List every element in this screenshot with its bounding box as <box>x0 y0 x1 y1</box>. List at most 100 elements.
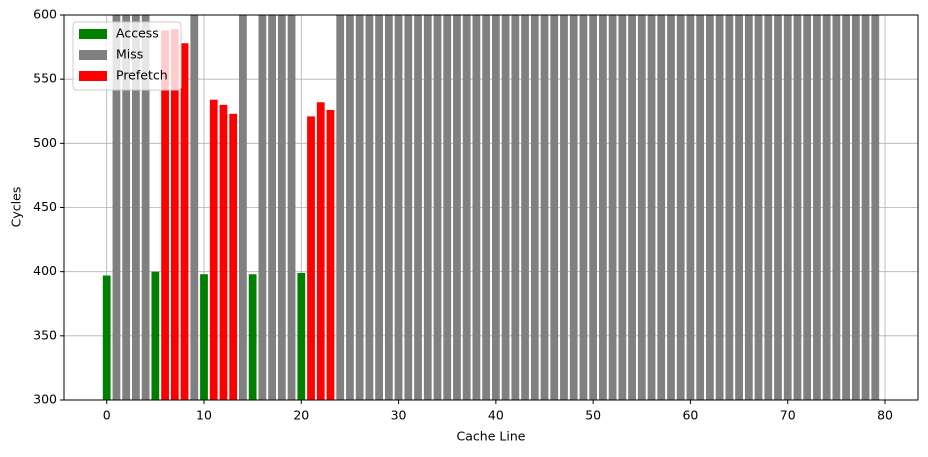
bar <box>219 104 228 400</box>
x-tick-label: 50 <box>585 408 601 423</box>
bar <box>200 274 208 400</box>
bar <box>667 15 675 400</box>
bar <box>209 99 218 400</box>
bar <box>122 15 131 400</box>
x-tick-label: 0 <box>103 408 111 423</box>
bar <box>783 15 792 400</box>
bar <box>530 15 539 400</box>
bar <box>151 271 160 400</box>
bar <box>608 15 617 400</box>
bar <box>793 15 802 400</box>
bar <box>521 15 529 400</box>
bar <box>453 15 461 400</box>
bar <box>462 15 471 400</box>
legend-swatch <box>79 29 107 39</box>
x-tick-label: 10 <box>196 408 212 423</box>
bar <box>112 15 121 400</box>
bar <box>297 272 306 400</box>
bar <box>394 15 403 400</box>
bar <box>598 15 607 400</box>
bar <box>842 15 850 400</box>
bar <box>676 15 685 400</box>
y-tick-label: 300 <box>33 392 57 407</box>
bar <box>307 116 315 400</box>
bar <box>803 15 812 400</box>
bar <box>180 43 189 400</box>
bar <box>365 15 374 400</box>
y-tick-label: 550 <box>33 71 57 86</box>
bar <box>550 15 559 400</box>
bar <box>822 15 831 400</box>
x-tick-label: 60 <box>682 408 698 423</box>
x-tick-label: 20 <box>293 408 309 423</box>
bar <box>423 15 432 400</box>
bar <box>706 15 714 400</box>
bar <box>764 15 773 400</box>
legend-label: Miss <box>116 47 143 62</box>
bar <box>637 15 646 400</box>
bar <box>735 15 743 400</box>
bar <box>268 15 276 400</box>
bar <box>861 15 870 400</box>
bar <box>141 15 150 400</box>
x-tick-label: 40 <box>488 408 504 423</box>
bar <box>326 109 335 400</box>
legend-label: Access <box>116 26 159 41</box>
bar <box>132 15 140 400</box>
bar <box>472 15 481 400</box>
bar <box>375 15 384 400</box>
x-tick-label: 80 <box>877 408 893 423</box>
bar <box>832 15 841 400</box>
legend-swatch <box>79 50 107 60</box>
bar <box>579 15 588 400</box>
bar <box>618 15 627 400</box>
bar <box>277 15 286 400</box>
bar <box>414 15 422 400</box>
bar <box>190 15 199 400</box>
bar <box>355 15 364 400</box>
bar <box>443 15 452 400</box>
y-tick-label: 450 <box>33 199 57 214</box>
x-axis-label: Cache Line <box>457 429 526 444</box>
bar <box>102 275 111 400</box>
bar <box>404 15 413 400</box>
bar <box>482 15 491 400</box>
legend-swatch <box>79 71 107 81</box>
bar <box>161 30 169 400</box>
bar <box>754 15 763 400</box>
bar <box>336 15 345 400</box>
bar <box>774 15 782 400</box>
bar <box>725 15 734 400</box>
y-axis-label: Cycles <box>9 187 24 228</box>
bar <box>686 15 695 400</box>
bar <box>851 15 860 400</box>
bar <box>647 15 656 400</box>
y-tick-label: 400 <box>33 263 57 278</box>
x-tick-label: 30 <box>391 408 407 423</box>
bar <box>628 15 636 400</box>
bar <box>258 15 267 400</box>
bar <box>384 15 393 400</box>
bar <box>316 102 325 400</box>
y-tick-label: 500 <box>33 135 57 150</box>
bar <box>229 113 238 400</box>
bar <box>589 15 598 400</box>
bar <box>871 15 880 400</box>
bar <box>491 15 500 400</box>
y-tick-label: 600 <box>33 7 57 22</box>
bar <box>501 15 510 400</box>
x-tick-label: 70 <box>780 408 796 423</box>
bar <box>511 15 520 400</box>
legend-label: Prefetch <box>116 68 168 83</box>
bar <box>696 15 705 400</box>
bar <box>248 274 257 400</box>
bar <box>569 15 578 400</box>
bar <box>239 15 247 400</box>
bar <box>560 15 568 400</box>
bar <box>170 29 179 400</box>
bar <box>813 15 821 400</box>
bar <box>287 15 296 400</box>
bar <box>540 15 549 400</box>
